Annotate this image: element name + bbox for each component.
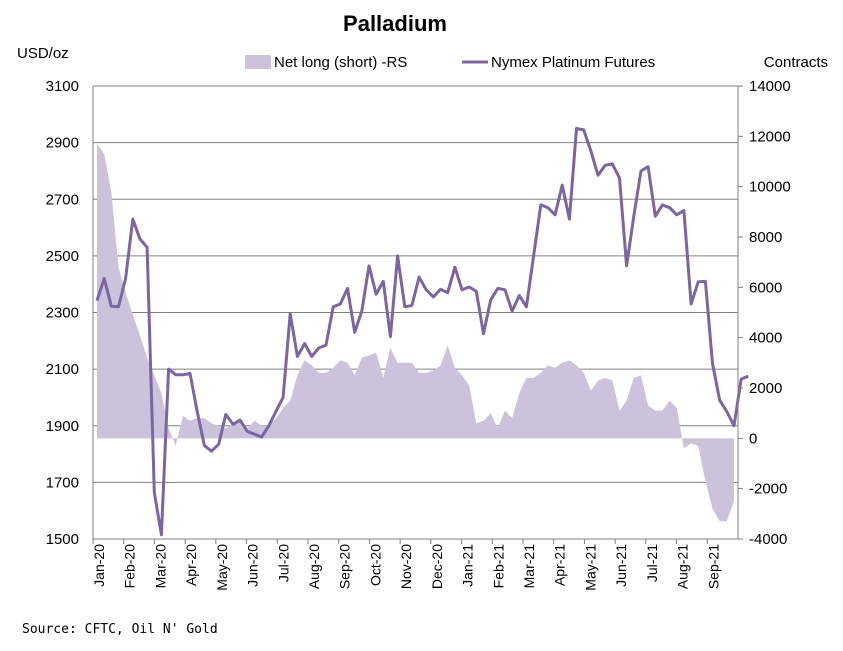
y-left-tick-label: 1900 <box>46 418 79 435</box>
legend-swatch-net-long <box>245 55 271 69</box>
y-left-tick-label: 2700 <box>46 191 79 208</box>
legend: Net long (short) -RS Nymex Platinum Futu… <box>245 54 655 71</box>
x-tick-label: Jan-21 <box>460 544 476 587</box>
y-right-tick-label: -2000 <box>749 481 787 498</box>
y-left-tick-label: 2300 <box>46 305 79 322</box>
axes <box>92 86 739 540</box>
x-tick-label: Apr-20 <box>183 544 199 586</box>
x-tick-label: Aug-20 <box>306 544 322 589</box>
net-long-area <box>97 143 734 522</box>
chart-title: Palladium <box>343 11 447 36</box>
y-right-tick-label: 8000 <box>749 229 782 246</box>
x-tick-label: May-21 <box>582 544 598 591</box>
x-tick-label: Jul-21 <box>644 544 660 582</box>
gridlines <box>93 85 738 540</box>
y-right-tick-label: 10000 <box>749 179 791 196</box>
y-right-tick-label: -4000 <box>749 531 787 548</box>
y-right-tick-label: 6000 <box>749 279 782 296</box>
right-tick-labels: 14000 12000 10000 8000 6000 4000 2000 0 -2000 -40… <box>738 78 791 548</box>
x-tick-label: Jan-20 <box>91 544 107 587</box>
x-tick-label: Feb-21 <box>490 544 506 589</box>
x-tick-label: Nov-20 <box>398 544 414 589</box>
left-tick-labels: 3100 2900 2700 2500 2300 2100 1900 1700 1500 <box>46 78 79 548</box>
x-tick-label: Jun-21 <box>613 544 629 587</box>
y-left-tick-label: 1700 <box>46 474 79 491</box>
x-tick-label: Aug-21 <box>675 544 691 589</box>
x-tick-labels: Jan-20 Feb-20 Mar-20 Apr-20 May-20 Jun-20 Jul-… <box>91 539 721 591</box>
net-long-area-path <box>97 143 734 522</box>
x-tick-label: Feb-20 <box>122 544 138 589</box>
x-tick-label: Jun-20 <box>245 544 261 587</box>
source-note: Source: CFTC, Oil N' Gold <box>22 622 218 637</box>
y-right-tick-label: 2000 <box>749 380 782 397</box>
x-tick-label: Sep-20 <box>337 544 353 589</box>
y-left-tick-label: 2500 <box>46 248 79 265</box>
y-left-tick-label: 1500 <box>46 531 79 548</box>
legend-label-net-long: Net long (short) -RS <box>274 54 407 71</box>
legend-label-nymex: Nymex Platinum Futures <box>491 54 655 71</box>
nymex-line-path <box>95 127 749 537</box>
x-tick-label: Oct-20 <box>367 544 383 586</box>
y-left-tick-label: 3100 <box>46 78 79 95</box>
nymex-line <box>95 127 749 537</box>
y-right-tick-label: 0 <box>749 430 757 447</box>
x-tick-label: May-20 <box>214 544 230 591</box>
right-axis-label: Contracts <box>764 54 828 71</box>
y-left-tick-label: 2100 <box>46 361 79 378</box>
y-left-tick-label: 2900 <box>46 135 79 152</box>
x-tick-label: Mar-20 <box>152 544 168 589</box>
x-tick-label: Apr-21 <box>552 544 568 586</box>
x-tick-label: Mar-21 <box>521 544 537 589</box>
y-right-tick-label: 4000 <box>749 330 782 347</box>
y-right-tick-label: 12000 <box>749 128 791 145</box>
x-tick-label: Dec-20 <box>429 544 445 589</box>
x-tick-label: Sep-21 <box>705 544 721 589</box>
x-tick-label: Jul-20 <box>275 544 291 582</box>
left-axis-label: USD/oz <box>17 45 69 62</box>
y-right-tick-label: 14000 <box>749 78 791 95</box>
